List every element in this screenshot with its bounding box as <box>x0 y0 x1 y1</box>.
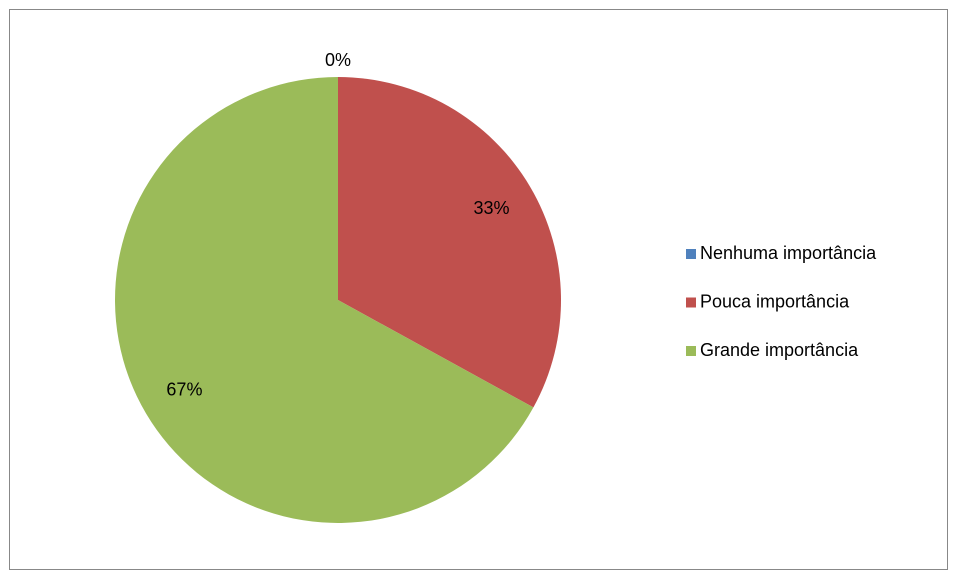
pie-slice <box>115 77 534 523</box>
data-label: 33% <box>474 198 510 218</box>
pie-slice <box>338 77 561 408</box>
legend-label: Pouca importância <box>700 291 850 311</box>
legend-swatch <box>686 346 696 356</box>
legend-swatch <box>686 249 696 259</box>
data-label: 0% <box>325 50 351 70</box>
data-label: 67% <box>166 380 202 400</box>
legend-swatch <box>686 297 696 308</box>
legend-label: Grande importância <box>700 340 859 360</box>
legend-label: Nenhuma importância <box>700 243 877 263</box>
